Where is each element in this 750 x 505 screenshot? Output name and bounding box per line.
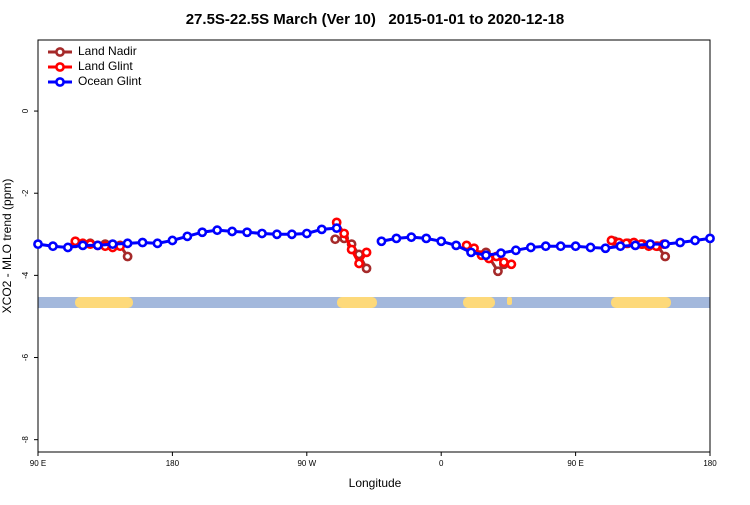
y-axis-label: XCO2 - MLO trend (ppm) <box>0 179 14 314</box>
x-tick-label: 180 <box>703 459 717 468</box>
data-point <box>376 236 387 247</box>
data-point <box>466 247 476 258</box>
data-point <box>660 251 671 262</box>
data-point <box>615 241 626 252</box>
data-point <box>493 266 503 277</box>
data-point <box>436 236 447 247</box>
data-point <box>122 251 133 262</box>
data-point <box>606 235 617 246</box>
x-tick-label: 180 <box>166 459 180 468</box>
data-point <box>301 228 312 239</box>
data-point <box>257 228 267 239</box>
land-patch <box>507 297 512 305</box>
data-point <box>506 259 517 270</box>
data-point <box>92 240 103 251</box>
data-point <box>272 229 282 240</box>
data-point <box>33 239 43 250</box>
data-point <box>242 227 252 238</box>
data-point <box>152 238 163 249</box>
data-point <box>122 238 133 249</box>
data-point <box>705 233 715 244</box>
data-point <box>690 235 700 246</box>
y-tick-label: -2 <box>21 189 30 197</box>
data-point <box>421 233 432 244</box>
data-point <box>406 232 417 243</box>
x-tick-label: 90 E <box>567 459 583 468</box>
data-point <box>499 257 509 268</box>
data-point <box>496 248 506 259</box>
data-point <box>48 241 58 252</box>
data-point <box>212 225 223 236</box>
data-point <box>182 231 193 242</box>
data-point <box>330 234 341 245</box>
data-point <box>361 247 372 258</box>
data-point <box>451 240 462 251</box>
legend-marker <box>55 62 65 72</box>
legend-marker <box>55 77 65 87</box>
land-patch <box>337 297 377 308</box>
y-tick-label: -6 <box>21 353 30 361</box>
land-mask <box>38 297 710 308</box>
data-point <box>630 240 641 251</box>
data-point <box>286 229 297 240</box>
land-patch <box>463 297 495 308</box>
data-point <box>540 241 551 252</box>
land-patch <box>75 297 133 308</box>
chart-title: 27.5S-22.5S March (Ver 10) 2015-01-01 to… <box>186 11 565 28</box>
data-point <box>391 233 402 244</box>
legend-label: Ocean Glint <box>78 74 142 88</box>
land-patch <box>611 297 671 308</box>
data-point <box>167 235 178 246</box>
data-point <box>510 245 521 256</box>
y-tick-label: -4 <box>21 271 30 279</box>
data-point <box>570 241 581 252</box>
x-axis-label: Longitude <box>349 476 402 490</box>
x-tick-label: 0 <box>439 459 444 468</box>
data-point <box>77 240 88 251</box>
data-point <box>339 228 350 239</box>
data-point <box>675 237 686 248</box>
data-point <box>354 258 364 269</box>
data-point <box>331 223 342 234</box>
y-tick-label: -8 <box>21 436 30 444</box>
x-tick-label: 90 W <box>297 459 316 468</box>
data-point <box>316 224 327 235</box>
data-point <box>645 239 656 250</box>
data-point <box>585 242 596 253</box>
data-point <box>481 250 491 261</box>
data-point <box>525 242 536 253</box>
legend-label: Land Nadir <box>78 44 137 58</box>
x-tick-label: 90 E <box>30 459 46 468</box>
data-point <box>555 241 566 252</box>
data-point <box>107 239 118 250</box>
data-point <box>600 243 611 254</box>
data-point <box>62 242 73 253</box>
legend-marker <box>55 47 65 57</box>
data-point <box>197 227 208 238</box>
data-point <box>137 237 148 248</box>
data-point <box>361 263 372 274</box>
data-point <box>346 244 357 255</box>
data-point <box>660 239 671 250</box>
y-tick-label: 0 <box>21 108 30 113</box>
data-point <box>227 226 238 237</box>
legend-label: Land Glint <box>78 59 133 73</box>
data-point <box>70 236 81 247</box>
